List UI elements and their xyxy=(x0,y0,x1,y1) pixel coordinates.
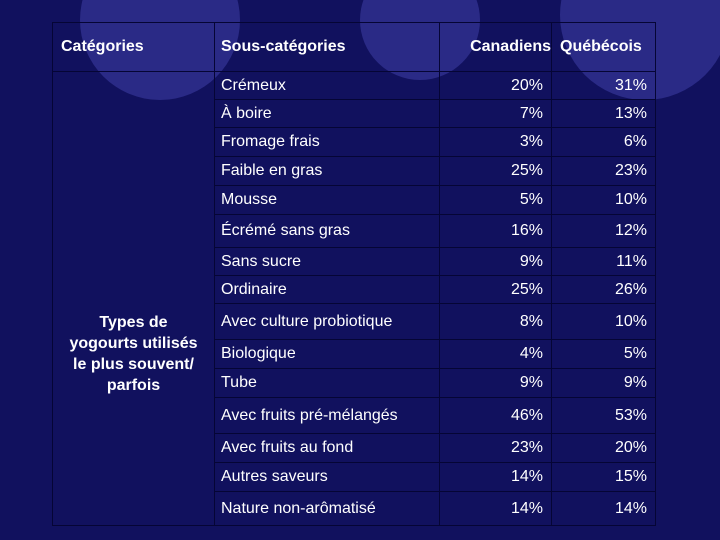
table-row: À boire 7% 13% xyxy=(53,99,656,128)
subcategory-cell: Autres saveurs xyxy=(214,462,440,492)
canadiens-value: 14% xyxy=(439,491,552,526)
quebecois-value: 14% xyxy=(551,491,656,526)
table-row: Types de yogourts utilisés le plus souvent… xyxy=(52,71,656,526)
canadiens-value: 9% xyxy=(439,247,552,276)
table-row: Biologique 4% 5% xyxy=(53,339,656,369)
quebecois-value: 53% xyxy=(551,397,656,434)
canadiens-value: 25% xyxy=(439,156,552,186)
yogurt-table-container: Catégories Sous-catégories Canadiens Qué… xyxy=(52,22,656,526)
canadiens-value: 5% xyxy=(439,185,552,215)
table-row: Avec fruits au fond 23% 20% xyxy=(53,433,656,463)
quebecois-value: 23% xyxy=(551,156,656,186)
canadiens-value: 9% xyxy=(439,368,552,398)
yogurt-types-table: Catégories Sous-catégories Canadiens Qué… xyxy=(52,22,656,526)
canadiens-value: 20% xyxy=(439,71,552,100)
category-label-line: le plus souvent/ xyxy=(73,355,194,373)
quebecois-value: 6% xyxy=(551,127,656,157)
quebecois-value: 15% xyxy=(551,462,656,492)
table-row: Mousse 5% 10% xyxy=(53,185,656,215)
header-categories: Catégories xyxy=(52,22,215,72)
subcategory-cell: Avec culture probiotique xyxy=(214,303,440,340)
table-row: Sans sucre 9% 11% xyxy=(53,247,656,276)
subcategory-cell: Avec fruits au fond xyxy=(214,433,440,463)
table-row: Ordinaire 25% 26% xyxy=(53,275,656,304)
category-label: Types de yogourts utilisés le plus souvent… xyxy=(53,312,214,396)
table-row: Nature non-arômatisé 14% 14% xyxy=(53,491,656,526)
subcategory-cell: À boire xyxy=(214,99,440,128)
subcategory-cell: Crémeux xyxy=(214,71,440,100)
canadiens-value: 8% xyxy=(439,303,552,340)
canadiens-value: 16% xyxy=(439,214,552,248)
table-row: Faible en gras 25% 23% xyxy=(53,156,656,186)
subcategory-cell: Ordinaire xyxy=(214,275,440,304)
canadiens-value: 23% xyxy=(439,433,552,463)
subcategory-cell: Fromage frais xyxy=(214,127,440,157)
canadiens-value: 14% xyxy=(439,462,552,492)
header-canadiens: Canadiens xyxy=(439,22,552,72)
quebecois-value: 20% xyxy=(551,433,656,463)
category-label-line: yogourts utilisés xyxy=(69,334,198,352)
table-row: Écrémé sans gras 16% 12% xyxy=(53,214,656,248)
quebecois-value: 31% xyxy=(551,71,656,100)
canadiens-value: 7% xyxy=(439,99,552,128)
quebecois-value: 10% xyxy=(551,185,656,215)
category-label-line: parfois xyxy=(106,376,161,394)
quebecois-value: 11% xyxy=(551,247,656,276)
subcategory-cell: Écrémé sans gras xyxy=(214,214,440,248)
table-row: Avec fruits pré-mélangés 46% 53% xyxy=(53,397,656,434)
subcategory-cell: Tube xyxy=(214,368,440,398)
quebecois-value: 10% xyxy=(551,303,656,340)
canadiens-value: 4% xyxy=(439,339,552,369)
header-subcategories: Sous-catégories xyxy=(214,22,440,72)
quebecois-value: 5% xyxy=(551,339,656,369)
quebecois-value: 26% xyxy=(551,275,656,304)
subcategory-cell: Sans sucre xyxy=(214,247,440,276)
canadiens-value: 3% xyxy=(439,127,552,157)
canadiens-value: 46% xyxy=(439,397,552,434)
subcategory-cell: Nature non-arômatisé xyxy=(214,491,440,526)
canadiens-value: 25% xyxy=(439,275,552,304)
table-row: Fromage frais 3% 6% xyxy=(53,127,656,157)
subcategory-cell: Faible en gras xyxy=(214,156,440,186)
table-header-row: Catégories Sous-catégories Canadiens Qué… xyxy=(52,22,656,72)
category-label-line: Types de xyxy=(99,313,168,331)
header-quebecois: Québécois xyxy=(551,22,656,72)
category-cell: Types de yogourts utilisés le plus souvent… xyxy=(52,71,215,526)
quebecois-value: 12% xyxy=(551,214,656,248)
quebecois-value: 13% xyxy=(551,99,656,128)
quebecois-value: 9% xyxy=(551,368,656,398)
subcategory-cell: Mousse xyxy=(214,185,440,215)
subcategory-cell: Biologique xyxy=(214,339,440,369)
subcategory-cell: Avec fruits pré-mélangés xyxy=(214,397,440,434)
